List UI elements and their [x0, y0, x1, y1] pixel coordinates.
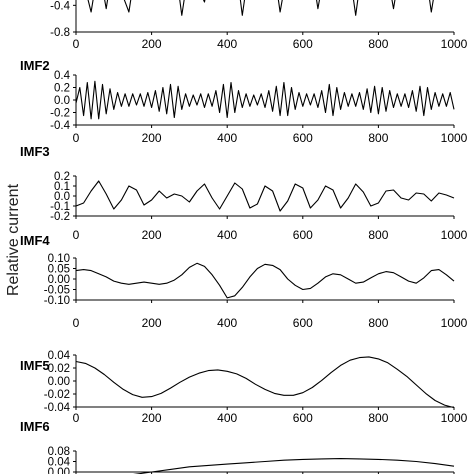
series-line [87, 0, 434, 16]
y-tick-label: 0.0 [54, 95, 70, 107]
x-tick-label: 600 [293, 316, 313, 330]
panel-2: IMF2 0.40.20.0-0.2-0.40 200 400 600 800 1000 [20, 58, 468, 145]
y-tick-label: 0.08 [48, 446, 70, 458]
x-tick-label: 1000 [441, 131, 468, 145]
y-tick-label: 0.05 [48, 264, 70, 276]
y-tick-label: -0.1 [50, 201, 70, 213]
x-tick-label: 400 [217, 316, 237, 330]
y-tick-label: 0.02 [48, 363, 70, 375]
panel-title: IMF3 [20, 144, 50, 159]
series-line [75, 356, 455, 409]
x-tick-label: 1000 [441, 411, 468, 425]
y-tick-label: -0.4 [50, 120, 70, 132]
x-tick-label: 0 [73, 316, 80, 330]
x-tick-label: 1000 [441, 37, 468, 51]
x-tick-label: 200 [142, 131, 162, 145]
series-line [75, 80, 455, 120]
y-tick-label: 0.00 [48, 376, 70, 388]
y-tick-label: 0.4 [54, 70, 71, 82]
y-tick-label: -0.8 [50, 27, 70, 39]
x-tick-label: 200 [142, 411, 162, 425]
x-tick-label: 1000 [441, 316, 468, 330]
y-tick-label: 0.04 [48, 457, 71, 469]
x-tick-label: 600 [293, 411, 313, 425]
series-line [75, 262, 455, 299]
y-axis-label: Relative current [5, 183, 22, 296]
y-tick-label: 0.2 [54, 171, 70, 183]
y-tick-label: -0.02 [44, 389, 70, 401]
x-tick-label: 200 [142, 228, 162, 242]
series-line [75, 180, 455, 212]
x-tick-label: 0 [73, 228, 80, 242]
y-tick-label: 0.04 [48, 350, 71, 362]
y-tick-label: 0.10 [48, 253, 70, 265]
y-tick-label: 0.0 [54, 191, 70, 203]
panel-title: IMF6 [20, 419, 50, 434]
x-tick-label: 1000 [441, 228, 468, 242]
panel-3: IMF3 0.20.10.0-0.1-0.20 200 400 600 800 1000 [20, 144, 468, 242]
x-tick-label: 200 [142, 37, 162, 51]
y-tick-label: -0.04 [44, 402, 71, 414]
x-tick-label: 0 [73, 37, 80, 51]
x-tick-label: 0 [73, 131, 80, 145]
x-tick-label: 0 [73, 411, 80, 425]
x-tick-label: 800 [368, 131, 388, 145]
x-tick-label: 800 [368, 228, 388, 242]
x-tick-label: 200 [142, 316, 162, 330]
y-tick-label: -0.2 [50, 108, 70, 120]
y-tick-label: 0.00 [48, 274, 70, 286]
panel-title: IMF4 [20, 233, 50, 248]
panel-title: IMF5 [20, 358, 50, 373]
x-tick-label: 600 [293, 131, 313, 145]
x-tick-label: 600 [293, 228, 313, 242]
x-tick-label: 800 [368, 37, 388, 51]
y-tick-label: -0.10 [44, 295, 70, 307]
y-tick-label: 0.2 [54, 83, 70, 95]
y-tick-label: -0.4 [50, 0, 70, 12]
panel-title: IMF2 [20, 58, 50, 73]
y-tick-label: 0.1 [54, 181, 70, 193]
x-tick-label: 400 [217, 131, 237, 145]
x-tick-label: 400 [217, 37, 237, 51]
x-tick-label: 400 [217, 411, 237, 425]
y-tick-label: -0.05 [44, 285, 70, 297]
x-tick-label: 400 [217, 228, 237, 242]
y-tick-label: 0.00 [48, 467, 70, 474]
x-tick-label: 600 [293, 37, 313, 51]
y-tick-label: -0.2 [50, 211, 70, 223]
panel-4: IMF4 0.100.050.00-0.05-0.100 200 400 600 800 1… [20, 233, 468, 330]
x-tick-label: 800 [368, 411, 388, 425]
x-tick-label: 800 [368, 316, 388, 330]
